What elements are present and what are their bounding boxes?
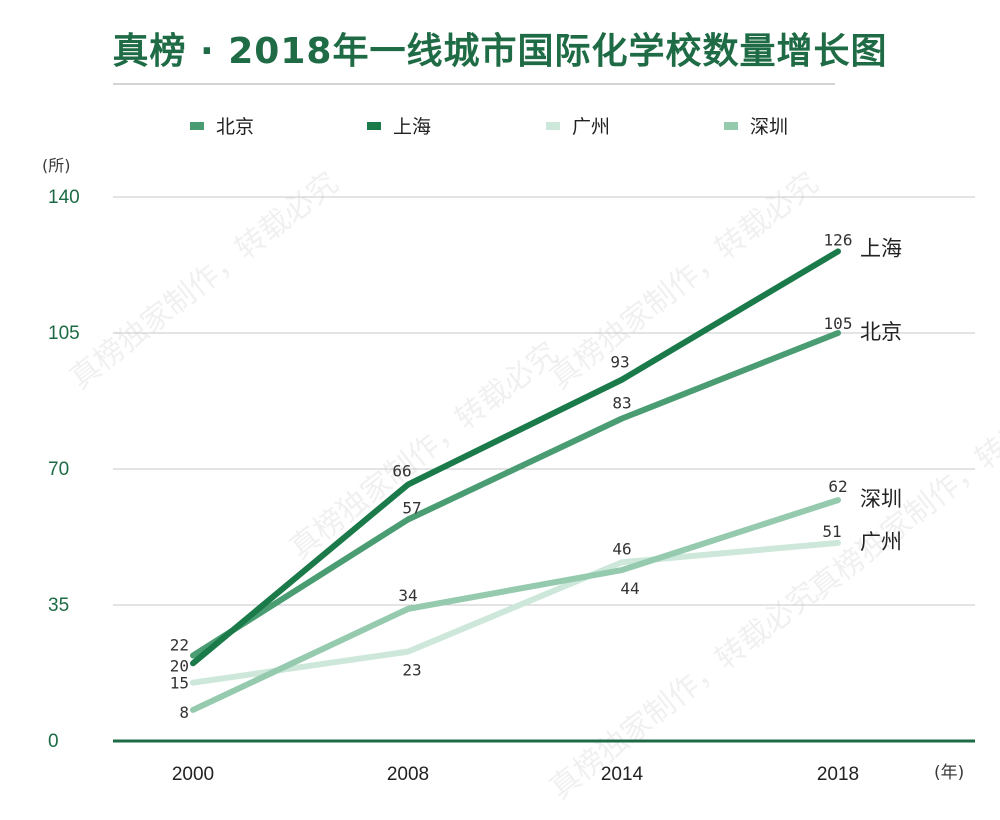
data-label: 8 (179, 703, 189, 722)
y-tick-label: 35 (48, 595, 69, 616)
data-label: 34 (398, 586, 417, 605)
series-end-label: 上海 (860, 236, 902, 260)
watermark-text: 真榜独家制作，转载必究 (283, 336, 565, 567)
data-label: 66 (392, 462, 411, 481)
data-label: 22 (170, 636, 189, 655)
data-label: 105 (824, 314, 853, 333)
x-tick-label: 2014 (601, 764, 644, 785)
y-tick-label: 140 (48, 187, 80, 208)
series-line-广州 (190, 539, 841, 686)
y-tick-label: 105 (48, 323, 80, 344)
data-label: 44 (620, 579, 639, 598)
data-label: 23 (402, 661, 421, 680)
data-label: 126 (824, 230, 853, 249)
legend-label: 广州 (572, 116, 610, 138)
y-tick-label: 70 (48, 459, 69, 480)
data-label: 83 (612, 393, 631, 412)
data-label: 46 (612, 539, 631, 558)
legend-label: 深圳 (750, 116, 788, 138)
x-tick-label: 2000 (172, 764, 214, 785)
data-label: 15 (170, 674, 189, 693)
watermark-text: 真榜独家制作，转载必究 (543, 576, 825, 807)
page-title: 真榜 · 2018年一线城市国际化学校数量增长图 (112, 31, 888, 72)
y-tick-label: 0 (48, 731, 59, 752)
legend-label: 上海 (393, 116, 431, 138)
data-label: 93 (610, 353, 629, 372)
x-tick-label: 2008 (387, 764, 429, 785)
watermark-text: 真榜独家制作，转载必究 (63, 166, 345, 397)
series-end-label: 深圳 (860, 487, 902, 511)
series-line-上海 (190, 248, 841, 667)
series-line-深圳 (190, 497, 841, 713)
data-label: 20 (170, 656, 189, 675)
x-tick-label: 2018 (817, 764, 859, 785)
title-divider (113, 83, 835, 85)
series-end-label: 北京 (860, 320, 902, 344)
legend-label: 北京 (216, 116, 254, 138)
series-end-label: 广州 (860, 530, 902, 554)
data-label: 57 (402, 499, 421, 518)
x-axis-unit: (年) (934, 763, 964, 783)
y-axis-unit: (所) (42, 156, 71, 175)
series-line-北京 (190, 330, 841, 659)
data-label: 62 (828, 477, 847, 496)
data-label: 51 (822, 522, 841, 541)
